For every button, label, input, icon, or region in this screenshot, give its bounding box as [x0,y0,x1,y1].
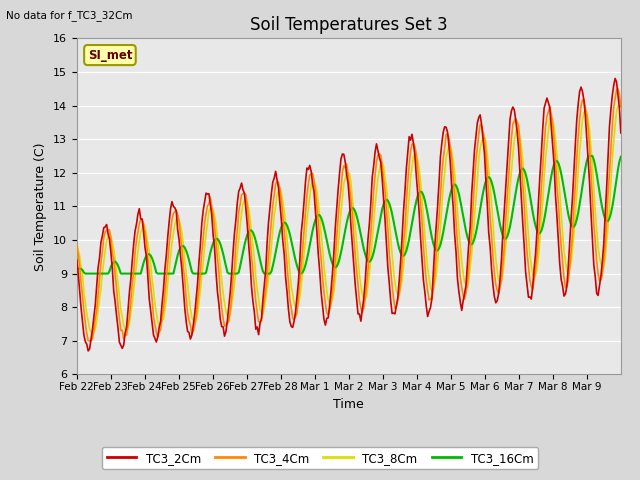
Text: No data for f_TC3_32Cm: No data for f_TC3_32Cm [6,10,133,21]
Text: SI_met: SI_met [88,48,132,61]
Y-axis label: Soil Temperature (C): Soil Temperature (C) [35,142,47,271]
X-axis label: Time: Time [333,397,364,410]
Title: Soil Temperatures Set 3: Soil Temperatures Set 3 [250,16,447,34]
Legend: TC3_2Cm, TC3_4Cm, TC3_8Cm, TC3_16Cm: TC3_2Cm, TC3_4Cm, TC3_8Cm, TC3_16Cm [102,447,538,469]
